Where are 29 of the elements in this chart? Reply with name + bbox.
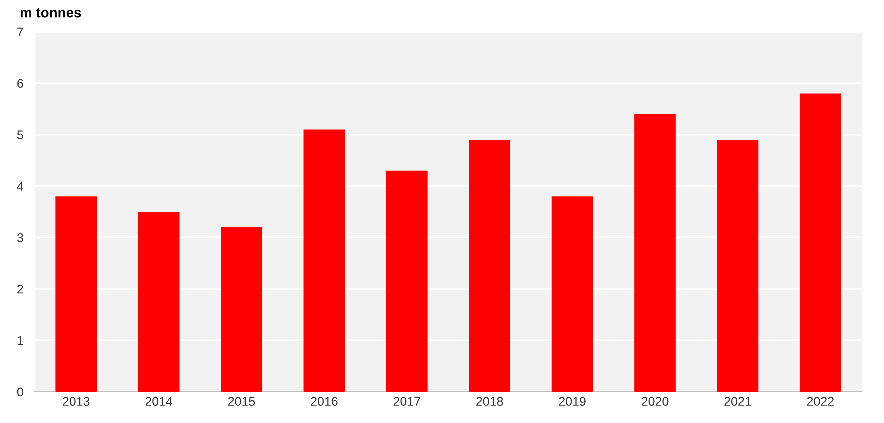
x-tick-label: 2021 (724, 397, 752, 406)
y-tick-label: 6 (18, 79, 24, 88)
y-axis-title: m tonnes (20, 8, 82, 18)
bar (56, 196, 98, 392)
y-tick-label: 7 (18, 28, 24, 37)
x-tick-label: 2022 (807, 397, 834, 406)
x-tick-label: 2016 (311, 397, 338, 406)
y-tick-label: 4 (17, 182, 24, 191)
y-tick-label: 5 (17, 130, 24, 140)
x-tick-label: 2019 (559, 397, 586, 406)
y-tick-label: 1 (18, 336, 24, 346)
bar (304, 130, 346, 392)
x-tick-label: 2013 (63, 397, 90, 406)
bar (634, 114, 676, 392)
x-tick-label: 2015 (228, 397, 256, 406)
bar (717, 140, 759, 392)
x-tick-label: 2020 (642, 397, 669, 406)
x-tick-label: 2018 (476, 397, 504, 406)
bar (386, 170, 428, 392)
y-tick-label: 0 (17, 388, 24, 397)
y-tick-label: 2 (18, 284, 24, 294)
y-tick-label: 3 (17, 234, 24, 242)
x-tick-label: 2017 (394, 397, 420, 406)
bar (469, 140, 511, 392)
bar (138, 212, 180, 392)
x-tick-label: 2014 (146, 397, 173, 406)
bar (800, 94, 842, 392)
bar (552, 196, 594, 392)
bar (221, 227, 262, 392)
